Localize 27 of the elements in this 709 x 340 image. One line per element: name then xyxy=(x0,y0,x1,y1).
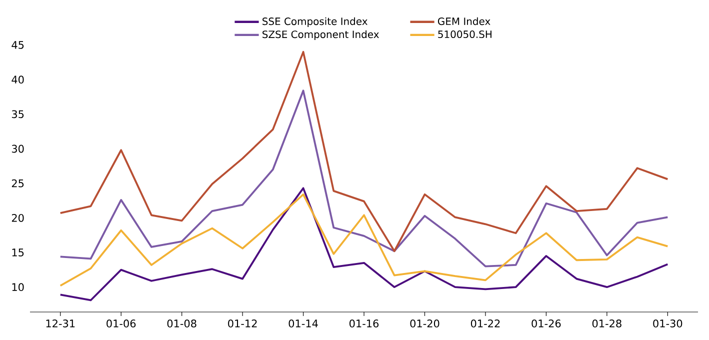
y-tick-label: 35 xyxy=(12,110,24,118)
y-tick-label: 25 xyxy=(12,179,24,188)
x-tick-label: 01-28 xyxy=(592,320,622,328)
line-series xyxy=(59,50,669,252)
line-series xyxy=(59,187,669,302)
x-tick-label: 01-30 xyxy=(653,320,682,328)
y-tick-label: 15 xyxy=(12,248,24,256)
line-series xyxy=(59,193,669,287)
legend-label: SZSE Component Index xyxy=(262,30,379,40)
y-tick-label: 40 xyxy=(12,76,24,84)
x-tick-label: 01-16 xyxy=(349,320,379,328)
x-tick-label: 01-12 xyxy=(228,320,257,328)
y-tick-label: 45 xyxy=(12,41,24,49)
x-tick-label: 12-31 xyxy=(46,320,75,328)
x-tick-label: 01-06 xyxy=(106,320,136,328)
x-tick-label: 01-08 xyxy=(167,320,196,328)
line-series xyxy=(59,90,669,268)
x-tick-label: 01-14 xyxy=(288,320,318,328)
x-tick-label: 01-22 xyxy=(470,320,500,328)
x-tick-label: 01-26 xyxy=(532,320,561,328)
y-tick-label: 10 xyxy=(12,283,24,292)
x-tick-label: 01-20 xyxy=(410,320,440,328)
legend-label: SSE Composite Index xyxy=(262,17,368,28)
y-tick-label: 20 xyxy=(12,214,24,222)
legend-label: GEM Index xyxy=(438,17,490,26)
y-tick-label: 30 xyxy=(12,144,24,153)
legend-label: 510050.SH xyxy=(438,30,492,38)
